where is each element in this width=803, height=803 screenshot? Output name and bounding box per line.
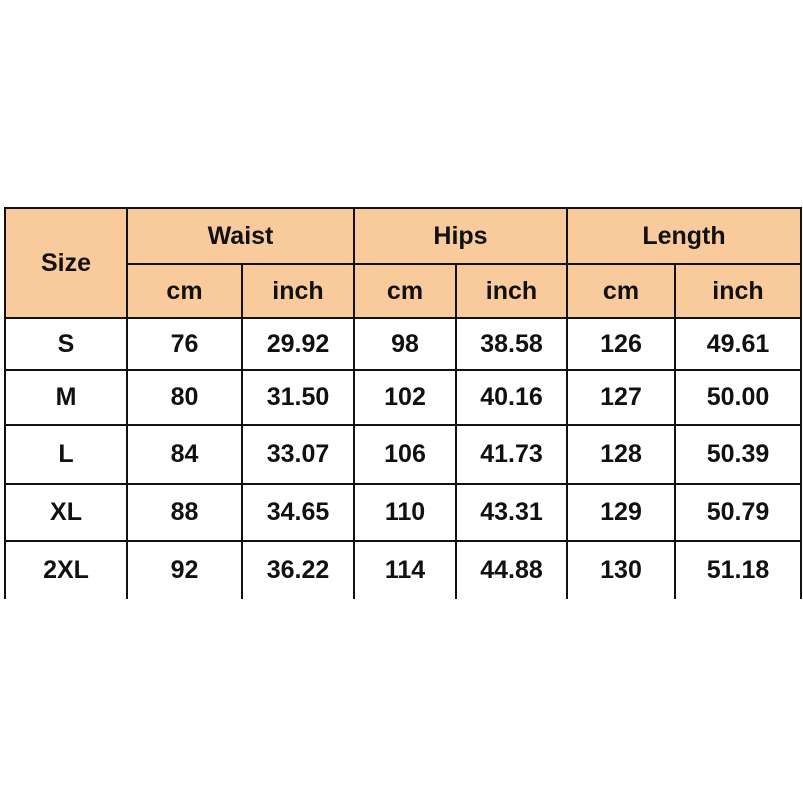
value-cell: 88 — [126, 483, 243, 542]
length-header: Length — [566, 207, 802, 265]
unit-header: cm — [126, 263, 243, 319]
waist-header: Waist — [126, 207, 355, 265]
value-cell: 129 — [566, 483, 676, 542]
value-cell: 33.07 — [241, 424, 355, 485]
value-cell: 114 — [353, 540, 457, 599]
value-cell: 43.31 — [455, 483, 568, 542]
value-cell: 127 — [566, 369, 676, 426]
table-row: L 84 33.07 106 41.73 128 50.39 — [4, 424, 802, 485]
table-row: M 80 31.50 102 40.16 127 50.00 — [4, 369, 802, 426]
size-cell: L — [4, 424, 128, 485]
size-cell: XL — [4, 483, 128, 542]
header-row-units: cm inch cm inch cm inch — [5, 263, 802, 319]
unit-header: inch — [674, 263, 802, 319]
value-cell: 98 — [353, 317, 457, 371]
value-cell: 49.61 — [674, 317, 802, 371]
value-cell: 51.18 — [674, 540, 802, 599]
value-cell: 31.50 — [241, 369, 355, 426]
value-cell: 92 — [126, 540, 243, 599]
value-cell: 110 — [353, 483, 457, 542]
size-cell: S — [4, 317, 128, 371]
size-cell: 2XL — [4, 540, 128, 599]
value-cell: 126 — [566, 317, 676, 371]
size-cell: M — [4, 369, 128, 426]
value-cell: 102 — [353, 369, 457, 426]
hips-header: Hips — [353, 207, 568, 265]
table-row: 2XL 92 36.22 114 44.88 130 51.18 — [4, 540, 802, 599]
table-row: S 76 29.92 98 38.58 126 49.61 — [4, 317, 802, 371]
value-cell: 84 — [126, 424, 243, 485]
value-cell: 34.65 — [241, 483, 355, 542]
value-cell: 41.73 — [455, 424, 568, 485]
unit-header: cm — [353, 263, 457, 319]
value-cell: 80 — [126, 369, 243, 426]
value-cell: 29.92 — [241, 317, 355, 371]
value-cell: 106 — [353, 424, 457, 485]
value-cell: 50.79 — [674, 483, 802, 542]
size-chart-table: Size Waist Hips Length cm inch cm inch c… — [4, 207, 802, 599]
unit-header: inch — [455, 263, 568, 319]
unit-header: cm — [566, 263, 676, 319]
table-row: XL 88 34.65 110 43.31 129 50.79 — [4, 483, 802, 542]
value-cell: 44.88 — [455, 540, 568, 599]
value-cell: 50.39 — [674, 424, 802, 485]
header-row-groups: Size Waist Hips Length — [4, 207, 802, 319]
value-cell: 38.58 — [455, 317, 568, 371]
value-cell: 40.16 — [455, 369, 568, 426]
size-header: Size — [4, 207, 128, 319]
value-cell: 76 — [126, 317, 243, 371]
value-cell: 130 — [566, 540, 676, 599]
unit-header: inch — [241, 263, 355, 319]
value-cell: 128 — [566, 424, 676, 485]
value-cell: 36.22 — [241, 540, 355, 599]
value-cell: 50.00 — [674, 369, 802, 426]
